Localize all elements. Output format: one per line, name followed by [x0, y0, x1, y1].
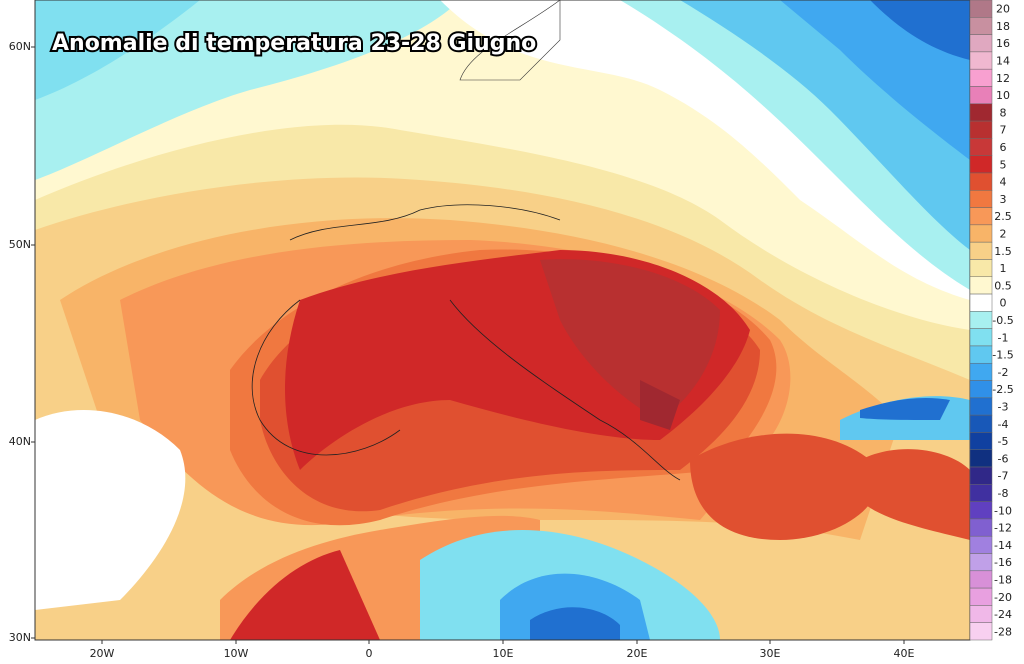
colorbar-swatch — [969, 190, 993, 208]
colorbar-label: 20 — [996, 3, 1010, 16]
colorbar-swatch — [969, 501, 993, 520]
colorbar-swatch — [969, 414, 993, 433]
colorbar-swatch — [969, 553, 993, 572]
colorbar-label: 18 — [996, 20, 1010, 33]
longitude-label: 10W — [224, 647, 249, 660]
colorbar-swatch — [969, 345, 993, 364]
colorbar-label: 2.5 — [994, 210, 1012, 223]
colorbar-label: -12 — [994, 522, 1012, 535]
longitude-label: 20W — [90, 647, 115, 660]
latitude-label: 60N — [9, 40, 31, 53]
colorbar-swatch — [969, 224, 993, 243]
colorbar-swatch — [969, 311, 993, 329]
longitude-label: 40E — [894, 647, 915, 660]
colorbar-swatch — [969, 68, 993, 87]
colorbar-label: 12 — [996, 72, 1010, 85]
colorbar-swatch — [969, 259, 993, 278]
colorbar-swatch — [969, 155, 993, 174]
colorbar-label: 7 — [1000, 124, 1007, 137]
colorbar-label: -7 — [998, 470, 1009, 483]
colorbar-swatch — [969, 380, 993, 399]
colorbar-label: -16 — [994, 556, 1012, 569]
colorbar-swatch — [969, 86, 993, 105]
colorbar-swatch — [969, 518, 993, 537]
latitude-label: 30N — [9, 631, 31, 644]
colorbar-label: -24 — [994, 608, 1012, 621]
colorbar-swatch — [969, 535, 993, 554]
colorbar-label: -3 — [998, 400, 1009, 413]
colorbar-label: 1.5 — [994, 245, 1012, 258]
colorbar-label: -2.5 — [992, 383, 1013, 396]
colorbar-label: -14 — [994, 539, 1012, 552]
latitude-label: 50N — [9, 238, 31, 251]
colorbar-swatch — [969, 293, 993, 312]
colorbar-swatch — [969, 328, 993, 347]
colorbar-swatch — [969, 484, 993, 502]
colorbar-swatch — [969, 622, 993, 641]
colorbar-label: -4 — [998, 418, 1009, 431]
colorbar-label: -1 — [998, 331, 1009, 344]
longitude-label: 20E — [627, 647, 648, 660]
colorbar-swatch — [969, 120, 993, 139]
colorbar-label: -8 — [998, 487, 1009, 500]
colorbar-label: -2 — [998, 366, 1009, 379]
colorbar-label: -10 — [994, 504, 1012, 517]
latitude-label: 40N — [9, 435, 31, 448]
colorbar-swatch — [969, 466, 993, 485]
colorbar-label: 10 — [996, 89, 1010, 102]
colorbar-label: 16 — [996, 37, 1010, 50]
colorbar-label: 0.5 — [994, 279, 1012, 292]
colorbar-swatch — [969, 17, 993, 35]
longitude-label: 30E — [760, 647, 781, 660]
colorbar-label: 5 — [1000, 158, 1007, 171]
colorbar-label: 1 — [1000, 262, 1007, 275]
colorbar-swatch — [969, 397, 993, 416]
map-title: Anomalie di temperatura 23-28 Giugno — [52, 31, 536, 56]
colorbar-swatch — [969, 138, 993, 156]
colorbar-swatch — [969, 241, 993, 260]
longitude-label: 0 — [366, 647, 373, 660]
colorbar-swatch — [969, 34, 993, 53]
colorbar-label: -6 — [998, 452, 1009, 465]
longitude-label: 10E — [493, 647, 514, 660]
colorbar-label: -20 — [994, 591, 1012, 604]
colorbar-label: 8 — [1000, 106, 1007, 119]
colorbar-swatch — [969, 432, 993, 450]
colorbar-label: -18 — [994, 573, 1012, 586]
colorbar-swatch — [969, 276, 993, 295]
colorbar-label: -5 — [998, 435, 1009, 448]
colorbar-swatch — [969, 103, 993, 122]
colorbar-label: -0.5 — [992, 314, 1013, 327]
colorbar-label: 3 — [1000, 193, 1007, 206]
colorbar-swatch — [969, 570, 993, 589]
colorbar-label: 6 — [1000, 141, 1007, 154]
colorbar-swatch — [969, 605, 993, 623]
colorbar-label: -1.5 — [992, 349, 1013, 362]
colorbar-swatch — [969, 587, 993, 606]
colorbar-swatch — [969, 207, 993, 226]
colorbar-swatch — [969, 449, 993, 468]
colorbar-swatch — [969, 51, 993, 70]
colorbar-swatch — [969, 0, 993, 18]
colorbar-swatch — [969, 362, 993, 381]
colorbar-label: 2 — [1000, 228, 1007, 241]
colorbar-swatch — [969, 172, 993, 191]
map-field — [35, 0, 970, 640]
colorbar-label: 4 — [1000, 176, 1007, 189]
colorbar-label: 14 — [996, 55, 1010, 68]
colorbar-label: 0 — [1000, 297, 1007, 310]
colorbar-label: -28 — [994, 625, 1012, 638]
